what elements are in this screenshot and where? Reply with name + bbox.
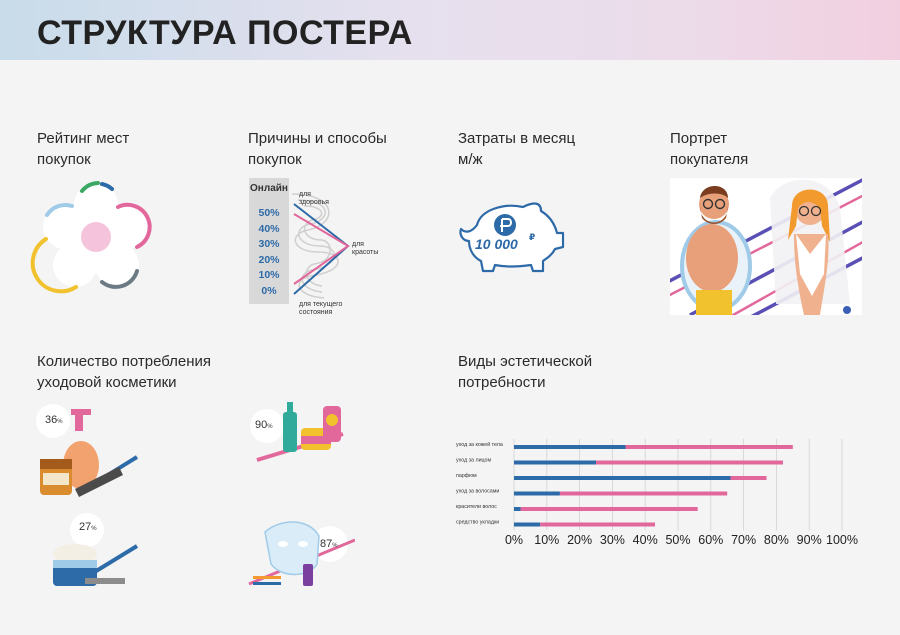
- portrait-section-title: Портрет покупателя: [670, 130, 749, 168]
- chart-tick-label: 100%: [826, 533, 858, 547]
- consumption-item-3-illustration: [53, 513, 139, 586]
- chart-category-label: уход за кожей тела: [456, 441, 503, 448]
- chart-tick-label: 10%: [534, 533, 559, 547]
- chart-bar-blue: [514, 491, 560, 496]
- reasons-section-title: Причины и способы покупок: [248, 130, 387, 168]
- consumption-item-1-illustration: [36, 404, 139, 497]
- online-column: [249, 178, 289, 304]
- chart-bar-pink: [730, 476, 767, 480]
- chart-tick-label: 90%: [797, 533, 822, 547]
- buyer-portrait-image: [670, 178, 862, 315]
- consumption-section-title: Количество потребления уходовой косметик…: [37, 353, 212, 391]
- header-banner: [0, 0, 900, 60]
- page-title: СТРУКТУРА ПОСТЕРА: [37, 14, 413, 52]
- chart-category-label: парфюм: [456, 473, 477, 479]
- expenses-section-title: Затраты в месяц м/ж: [458, 130, 576, 168]
- reasons-line-pink: [293, 213, 350, 285]
- chart-bar-blue: [514, 460, 596, 465]
- online-column-title: Онлайн: [250, 183, 288, 194]
- consumption-item-4-percent: 87: [320, 538, 333, 550]
- aesthetic-section-title: Виды эстетической потребности: [458, 353, 593, 391]
- online-levels: 50% 40% 30% 20% 10% 0%: [249, 206, 289, 300]
- rating-section-title: Рейтинг мест покупок: [37, 130, 130, 168]
- rating-arc-blue: [100, 182, 114, 191]
- chart-tick-label: 70%: [731, 533, 756, 547]
- chart-category-label: уход за лицом: [456, 458, 491, 464]
- chart-tick-label: 80%: [764, 533, 789, 547]
- expenses-amount: 10 000: [475, 236, 518, 252]
- chart-bar-pink: [520, 507, 698, 511]
- rating-center-dot: [81, 222, 111, 252]
- online-level: 20%: [258, 253, 280, 266]
- consumption-item-2-unit: %: [267, 424, 273, 430]
- consumption-item-3-value: 27%: [79, 521, 97, 533]
- online-level: 0%: [261, 284, 277, 297]
- chart-tick-label: 60%: [698, 533, 723, 547]
- chart-bar-pink: [596, 460, 783, 465]
- chart-tick-label: 40%: [633, 533, 658, 547]
- consumption-item-3-percent: 27: [79, 521, 92, 533]
- rating-arc-pink: [116, 202, 152, 249]
- consumption-item-1-percent: 36: [45, 414, 58, 426]
- svg-text:₽: ₽: [529, 232, 535, 242]
- rating-arc-yellow: [30, 237, 78, 294]
- rating-arc-lightblue: [45, 203, 74, 217]
- buyer-portrait-illustration: [670, 178, 862, 315]
- reason-beauty: для красоты: [352, 241, 379, 256]
- chart-tick-label: 50%: [665, 533, 690, 547]
- chart-bar-blue: [514, 476, 731, 480]
- consumption-item-2-illustration: [250, 402, 344, 462]
- chart-category-label: средство укладки: [456, 520, 499, 526]
- reason-current-state: для текущего состояния: [299, 301, 343, 316]
- consumption-item-1-value: 36%: [45, 414, 63, 426]
- online-level: 50%: [258, 207, 280, 219]
- aesthetic-needs-chart: 0% 10% 20% 30% 40% 50% 60% 70% 80% 90% 100% уход за…: [456, 439, 858, 547]
- consumption-item-2-percent: 90: [255, 419, 268, 431]
- online-level: 10%: [258, 269, 280, 282]
- consumption-item-4-value: 87%: [320, 538, 338, 550]
- piggy-bank-illustration: ₽: [459, 202, 565, 273]
- online-level: 40%: [258, 222, 280, 235]
- consumption-item-4-unit: %: [332, 543, 338, 549]
- consumption-item-2-value: 90%: [255, 419, 273, 431]
- chart-bar-pink: [625, 445, 793, 449]
- consumption-item-4-illustration: [248, 521, 355, 586]
- chart-tick-label: 20%: [567, 533, 592, 547]
- chart-bar-blue: [514, 507, 521, 511]
- rating-arc-green: [80, 181, 100, 193]
- rating-flower-chart: [30, 181, 152, 294]
- chart-category-label: уход за волосами: [456, 489, 499, 495]
- chart-category-label: красители волос: [456, 504, 497, 510]
- chart-tick-label: 30%: [600, 533, 625, 547]
- reason-health: для здоровья: [299, 191, 329, 206]
- chart-bar-pink: [540, 522, 656, 527]
- rating-arc-gray: [100, 269, 139, 289]
- consumption-item-3-unit: %: [91, 526, 97, 532]
- chart-bar-blue: [514, 445, 626, 449]
- chart-tick-label: 0%: [505, 533, 523, 547]
- online-level: 30%: [258, 238, 280, 251]
- reasons-wave-graphic: [292, 193, 350, 299]
- chart-bar-blue: [514, 522, 541, 527]
- consumption-item-1-unit: %: [57, 419, 63, 425]
- chart-bar-pink: [559, 491, 728, 496]
